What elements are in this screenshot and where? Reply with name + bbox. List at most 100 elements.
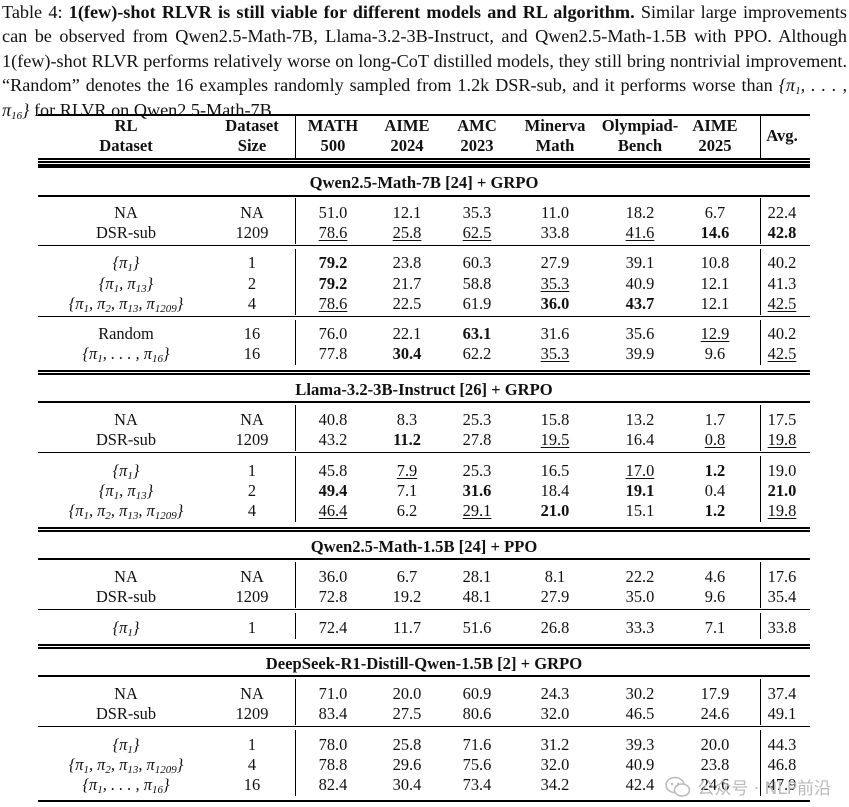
score-cell: 24.6 xyxy=(700,775,730,794)
dataset-size-cell: 1209 xyxy=(235,704,269,723)
table-rule xyxy=(38,245,810,246)
column-divider xyxy=(295,114,296,158)
score-cell: 43.7 xyxy=(625,294,655,313)
score-cell: 51.0 xyxy=(318,203,348,222)
dataset-size-cell: 4 xyxy=(247,755,257,774)
dataset-size-cell: 1209 xyxy=(235,223,269,242)
score-cell: 78.0 xyxy=(318,735,348,754)
score-cell: 51.6 xyxy=(462,618,492,637)
score-cell: 36.0 xyxy=(540,294,570,313)
score-cell: 4.6 xyxy=(704,567,726,586)
column-divider xyxy=(760,249,761,315)
score-cell: 6.2 xyxy=(396,501,418,520)
score-cell: 1.7 xyxy=(704,410,726,429)
header-avg: Avg. xyxy=(766,126,798,145)
score-cell: 19.1 xyxy=(625,481,655,500)
score-cell: 14.6 xyxy=(700,223,730,242)
score-cell: 36.0 xyxy=(318,567,348,586)
table-rule xyxy=(38,166,810,168)
table-rule xyxy=(38,401,810,403)
score-cell: 78.8 xyxy=(318,755,348,774)
watermark: 公众号 · NLP前沿 xyxy=(665,774,831,799)
score-cell: 9.6 xyxy=(704,587,726,606)
score-cell: 79.2 xyxy=(318,274,348,293)
dataset-size-cell: 2 xyxy=(247,274,257,293)
score-cell: 19.8 xyxy=(767,430,797,449)
rl-dataset-cell: {π1, . . . , π16} xyxy=(82,344,170,365)
dataset-size-cell: 4 xyxy=(247,294,257,313)
dataset-size-cell: 4 xyxy=(247,501,257,520)
score-cell: 62.2 xyxy=(462,344,492,363)
score-cell: 18.4 xyxy=(540,481,570,500)
score-cell: 1.2 xyxy=(704,461,726,480)
score-cell: 40.9 xyxy=(625,755,655,774)
score-cell: 40.9 xyxy=(625,274,655,293)
caption-text-a: Similar large improvements can be observ… xyxy=(2,2,847,96)
column-divider xyxy=(295,198,296,244)
score-cell: 46.5 xyxy=(625,704,655,723)
score-cell: 49.1 xyxy=(767,704,797,723)
score-cell: 76.0 xyxy=(318,324,348,343)
table-rule xyxy=(38,164,810,166)
score-cell: 31.6 xyxy=(462,481,492,500)
column-divider xyxy=(760,456,761,522)
score-cell: 21.0 xyxy=(767,481,797,500)
score-cell: 19.8 xyxy=(767,501,797,520)
column-divider xyxy=(295,456,296,522)
score-cell: 30.4 xyxy=(392,344,422,363)
score-cell: 17.0 xyxy=(625,461,655,480)
score-cell: 42.4 xyxy=(625,775,655,794)
score-cell: 30.4 xyxy=(392,775,422,794)
score-cell: 78.6 xyxy=(318,294,348,313)
score-cell: 61.9 xyxy=(462,294,492,313)
rl-dataset-cell: DSR-sub xyxy=(95,587,157,606)
wechat-icon xyxy=(665,776,691,797)
score-cell: 1.2 xyxy=(704,501,726,520)
score-cell: 32.0 xyxy=(540,755,570,774)
header-rl_dataset-line2: Dataset xyxy=(99,136,153,155)
score-cell: 16.4 xyxy=(625,430,655,449)
score-cell: 22.5 xyxy=(392,294,422,313)
header-amc2023-line2: 2023 xyxy=(460,136,494,155)
score-cell: 17.6 xyxy=(767,567,797,586)
rl-dataset-cell: NA xyxy=(114,684,138,703)
rl-dataset-cell: {π1, π2, π13, π1209} xyxy=(68,755,184,776)
score-cell: 82.4 xyxy=(318,775,348,794)
dataset-size-cell: 1 xyxy=(247,253,257,272)
score-cell: 34.2 xyxy=(540,775,570,794)
score-cell: 79.2 xyxy=(318,253,348,272)
score-cell: 46.4 xyxy=(318,501,348,520)
score-cell: 47.9 xyxy=(767,775,797,794)
score-cell: 23.8 xyxy=(700,755,730,774)
column-divider xyxy=(760,114,761,158)
score-cell: 72.8 xyxy=(318,587,348,606)
score-cell: 11.2 xyxy=(393,430,421,449)
dataset-size-cell: 16 xyxy=(243,344,261,363)
rl-dataset-cell: {π1, π2, π13, π1209} xyxy=(68,294,184,315)
score-cell: 19.2 xyxy=(392,587,422,606)
rl-dataset-cell: NA xyxy=(114,567,138,586)
score-cell: 10.8 xyxy=(700,253,730,272)
score-cell: 78.6 xyxy=(318,223,348,242)
score-cell: 8.1 xyxy=(544,567,566,586)
score-cell: 73.4 xyxy=(462,775,492,794)
column-divider xyxy=(760,613,761,639)
score-cell: 80.6 xyxy=(462,704,492,723)
score-cell: 24.3 xyxy=(540,684,570,703)
score-cell: 12.1 xyxy=(700,294,730,313)
score-cell: 15.8 xyxy=(540,410,570,429)
score-cell: 21.0 xyxy=(540,501,570,520)
table-rule xyxy=(38,114,810,116)
column-divider xyxy=(760,198,761,244)
score-cell: 12.1 xyxy=(700,274,730,293)
score-cell: 35.3 xyxy=(540,274,570,293)
header-math500-line1: MATH xyxy=(307,116,359,135)
score-cell: 27.9 xyxy=(540,587,570,606)
section-title: Qwen2.5-Math-1.5B [24] + PPO xyxy=(310,537,538,556)
score-cell: 17.9 xyxy=(700,684,730,703)
score-cell: 28.1 xyxy=(462,567,492,586)
score-cell: 7.9 xyxy=(396,461,418,480)
rl-dataset-cell: DSR-sub xyxy=(95,430,157,449)
score-cell: 7.1 xyxy=(396,481,418,500)
column-divider xyxy=(760,405,761,451)
